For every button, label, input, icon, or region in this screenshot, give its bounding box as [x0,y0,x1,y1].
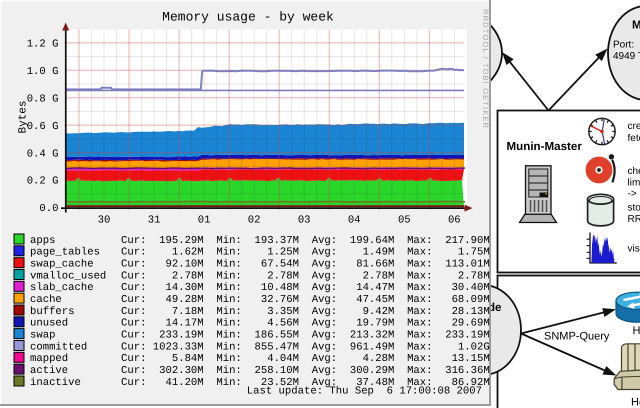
svg-text:Cur: 1.62M Min: 1.25M: Cur: 1.62M Min: 1.25M Avg: 1.49M Max: 1.… [121,247,490,259]
svg-text:buffers: buffers [30,306,75,318]
svg-text:Cur: 49.28M Min: 32.76M: Cur: 49.28M Min: 32.76M Avg: 47.45M Max:… [121,294,490,306]
svg-text:4949 TCP: 4949 TCP [613,51,640,62]
svg-text:0.0: 0.0 [39,203,58,215]
svg-text:Host: Host [631,397,640,408]
svg-text:visual: visual [628,244,640,255]
svg-text:Cur: 7.18M Min: 3.35M: Cur: 7.18M Min: 3.35M Avg: 9.42M Max: 28… [121,306,490,318]
svg-text:swap_cache: swap_cache [30,259,94,271]
svg-text:Munin-Node: Munin-Node [632,19,640,32]
svg-text:checks: checks [628,166,640,177]
svg-text:page_tables: page_tables [30,247,100,259]
svg-text:Cur: 5.84M Min: 4.04M: Cur: 5.84M Min: 4.04M Avg: 4.28M Max: 13… [121,353,490,365]
svg-text:creates: creates [628,121,640,132]
svg-text:1.2 G: 1.2 G [27,39,59,51]
svg-text:04: 04 [348,215,361,227]
svg-text:unused: unused [30,318,68,330]
svg-text:01: 01 [198,215,211,227]
svg-text:Port:: Port: [613,40,634,51]
svg-text:Cur: 233.19M Min: 186.55M: Cur: 233.19M Min: 186.55M Avg: 213.32M M… [121,329,490,341]
svg-text:05: 05 [398,215,411,227]
svg-text:03: 03 [298,215,311,227]
svg-text:cache: cache [30,294,62,306]
svg-text:Cur: 41.20M Min: 23.52M: Cur: 41.20M Min: 23.52M Avg: 37.48M Max:… [121,377,490,389]
svg-text:0.4 G: 0.4 G [27,148,59,160]
svg-text:apps: apps [30,235,55,247]
svg-text:31: 31 [148,215,161,227]
svg-text:Cur: 92.10M Min: 67.54M: Cur: 92.10M Min: 67.54M Avg: 81.66M Max:… [121,259,490,271]
svg-text:Cur: 14.30M Min: 10.48M: Cur: 14.30M Min: 10.48M Avg: 14.47M Max:… [121,282,490,294]
svg-text:Cur: 302.30M Min: 258.10M: Cur: 302.30M Min: 258.10M Avg: 300.29M M… [121,365,490,377]
svg-text:vmalloc_used: vmalloc_used [30,270,106,282]
svg-text:06: 06 [448,215,461,227]
svg-text:Munin-Master: Munin-Master [507,140,583,153]
svg-text:-> ale: -> ale [628,189,640,200]
svg-text:inactive: inactive [30,377,81,389]
svg-text:Last update: Thu Sep 6 17:00:: Last update: Thu Sep 6 17:00:08 2007 [247,386,482,398]
svg-text:Cur: 2.78M Min: 2.78M: Cur: 2.78M Min: 2.78M Avg: 2.78M Max: 2.… [121,270,490,282]
svg-text:fetches: fetches [628,133,640,144]
svg-text:30: 30 [98,215,111,227]
svg-text:SNMP-Query: SNMP-Query [544,331,610,343]
svg-text:Cur: 1023.33M Min: 855.47M: Cur: 1023.33M Min: 855.47M Avg: 961.49M … [121,341,490,353]
svg-text:Bytes: Bytes [18,100,30,133]
svg-text:RRD f: RRD f [628,214,640,225]
svg-text:limits: limits [628,178,640,189]
svg-text:slab_cache: slab_cache [30,282,94,294]
svg-text:02: 02 [248,215,261,227]
svg-text:0.8 G: 0.8 G [27,94,59,106]
svg-text:RRDTOOL / TOBI OETIKER: RRDTOOL / TOBI OETIKER [481,9,490,129]
svg-text:Cur: 195.29M Min: 193.37M: Cur: 195.29M Min: 193.37M Avg: 199.64M M… [121,235,490,247]
svg-text:Memory usage - by week: Memory usage - by week [162,10,334,25]
svg-text:swap: swap [30,329,55,341]
svg-text:active: active [30,365,68,377]
svg-text:stores: stores [628,203,640,214]
svg-text:Host: Host [633,325,640,337]
svg-text:0.2 G: 0.2 G [27,176,59,188]
svg-text:0.6 G: 0.6 G [27,121,59,133]
svg-text:mapped: mapped [30,353,68,365]
svg-text:committed: committed [30,341,87,353]
svg-text:Cur: 14.17M Min: 4.56M: Cur: 14.17M Min: 4.56M Avg: 19.79M Max: … [121,318,490,330]
svg-text:1.0 G: 1.0 G [27,66,59,78]
